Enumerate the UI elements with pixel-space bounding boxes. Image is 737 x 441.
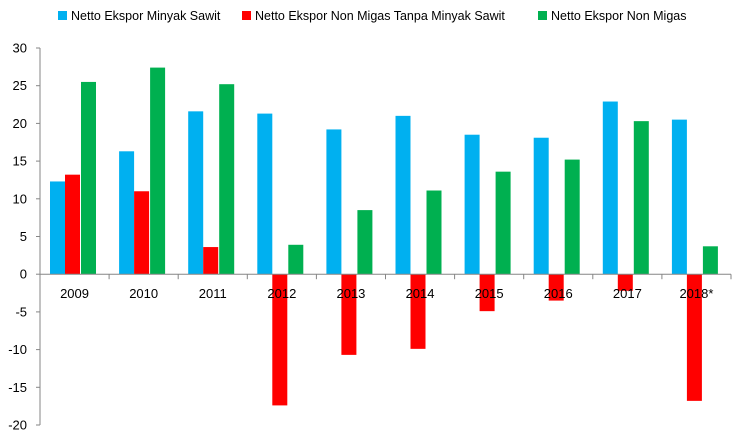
bar-series3-2018 xyxy=(702,246,718,275)
x-tick-label: 2018* xyxy=(679,286,713,301)
y-tick-label: 5 xyxy=(20,229,27,244)
x-tick-label: 2014 xyxy=(406,286,435,301)
bar-series1-2011 xyxy=(188,111,204,275)
bar-series2-2015 xyxy=(479,274,495,312)
bar-series3-2016 xyxy=(564,159,580,275)
legend-label-1: Netto Ekspor Minyak Sawit xyxy=(71,9,221,23)
bar-series1-2016 xyxy=(533,137,549,275)
legend-label-3: Netto Ekspor Non Migas xyxy=(551,9,686,23)
legend: Netto Ekspor Minyak Sawit Netto Ekspor No… xyxy=(58,9,686,23)
y-tick-label: -5 xyxy=(15,304,27,319)
bar-series1-2017 xyxy=(602,101,618,275)
bar-series2-2013 xyxy=(341,274,357,355)
bar-series3-2017 xyxy=(633,121,649,275)
bar-series2-2011 xyxy=(203,247,219,275)
y-tick-label: -15 xyxy=(8,380,27,395)
x-tick-label: 2009 xyxy=(60,286,89,301)
bar-series1-2010 xyxy=(119,151,135,275)
legend-swatch-1 xyxy=(58,11,67,20)
bar-series2-2012 xyxy=(272,274,288,406)
bar-series2-2009 xyxy=(65,174,80,275)
bar-series2-2010 xyxy=(134,191,150,275)
legend-swatch-3 xyxy=(538,11,547,20)
x-tick-label: 2012 xyxy=(267,286,296,301)
y-tick-label: 30 xyxy=(13,41,27,56)
bar-series1-2014 xyxy=(395,115,411,275)
bar-series3-2011 xyxy=(219,84,235,275)
x-axis: 2009 2010 2011 2012 2013 2014 2015 2016 2017 2018… xyxy=(39,273,732,301)
bar-series1-2015 xyxy=(464,134,480,275)
x-tick-label: 2013 xyxy=(336,286,365,301)
y-tick-label: -20 xyxy=(8,418,27,433)
legend-label-2: Netto Ekspor Non Migas Tanpa Minyak Sawi… xyxy=(255,9,505,23)
y-tick-label: -10 xyxy=(8,342,27,357)
bar-series3-2013 xyxy=(357,210,373,275)
y-tick-label: 15 xyxy=(13,154,27,169)
y-tick-label: 0 xyxy=(20,267,27,282)
y-tick-label: 20 xyxy=(13,116,27,131)
x-tick-label: 2017 xyxy=(613,286,642,301)
y-tick-label: 10 xyxy=(13,191,27,206)
bar-series3-2012 xyxy=(288,244,304,275)
bar-series2-2017 xyxy=(617,274,633,291)
x-tick-label: 2011 xyxy=(199,286,227,301)
bar-series2-2014 xyxy=(410,274,426,349)
x-tick-label: 2016 xyxy=(544,286,573,301)
bars xyxy=(50,67,718,406)
x-tick-label: 2010 xyxy=(129,286,158,301)
bar-series2-2016 xyxy=(548,274,564,301)
x-tick-label: 2015 xyxy=(475,286,504,301)
y-axis: 30 25 20 15 10 5 0 -5 -10 -15 -20 xyxy=(8,41,41,433)
y-tick-label: 25 xyxy=(13,78,27,93)
bar-series1-2009 xyxy=(50,181,65,275)
legend-swatch-2 xyxy=(242,11,251,20)
bar-series1-2012 xyxy=(257,113,273,275)
bar-series1-2013 xyxy=(326,129,342,275)
bar-series3-2009 xyxy=(81,81,96,275)
bar-series3-2015 xyxy=(495,171,511,275)
bar-series2-2018 xyxy=(686,274,702,401)
bar-series1-2018 xyxy=(671,119,687,275)
bar-series3-2014 xyxy=(426,190,442,275)
bar-series3-2010 xyxy=(150,67,166,275)
